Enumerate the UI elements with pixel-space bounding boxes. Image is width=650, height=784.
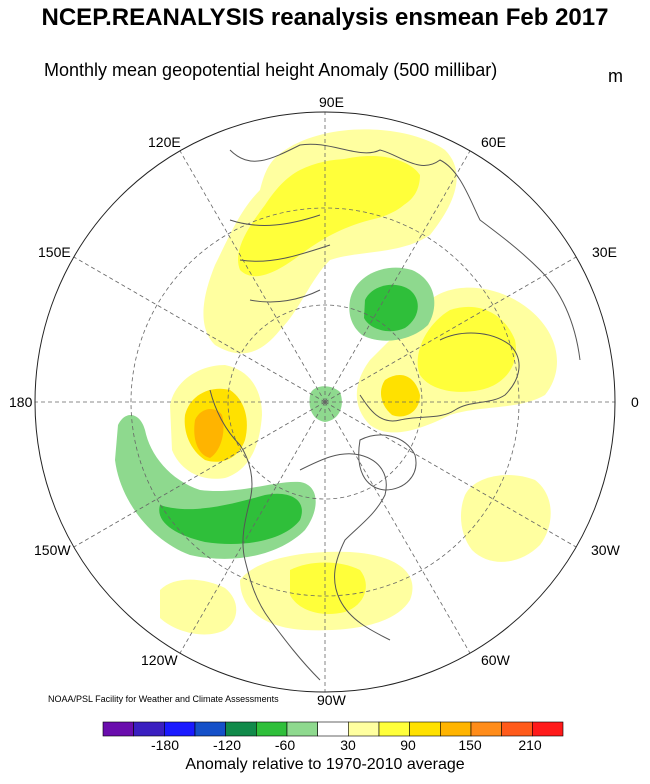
latitude-circle-60 [227, 304, 423, 500]
north-america-coast [209, 389, 391, 681]
anomaly-europe-max [380, 375, 420, 417]
colorbar-swatch [286, 721, 318, 737]
lon-label-30e: 30E [592, 244, 617, 260]
colorbar-tick-label: -60 [275, 737, 295, 753]
map-subtitle: Monthly mean geopotential height Anomaly… [44, 60, 498, 80]
lon-label-90e: 90E [319, 94, 344, 110]
colorbar-label: Anomaly relative to 1970-2010 average [185, 756, 465, 773]
lon-label-30w: 30W [591, 542, 621, 558]
colorbar-swatch [225, 721, 257, 737]
map-title: NCEP.REANALYSIS reanalysis ensmean Feb 2… [41, 4, 609, 31]
colorbar-swatch [133, 721, 165, 737]
eurasia-coast [229, 143, 581, 422]
credit-text: NOAA/PSL Facility for Weather and Climat… [48, 694, 279, 704]
anomaly-mexico-positive [160, 579, 237, 635]
units-label: m [608, 66, 623, 86]
meridians [35, 112, 615, 692]
anomaly-us-core [290, 562, 366, 615]
globe-border [34, 111, 616, 693]
coastlines [209, 143, 581, 681]
colorbar-swatch [256, 721, 288, 737]
lon-label-60e: 60E [481, 134, 506, 150]
lon-label-180: 180 [9, 394, 33, 410]
colorbar-swatch [470, 721, 502, 737]
colorbar-swatch [102, 721, 134, 737]
colorbar-swatch [501, 721, 533, 737]
anomaly-alaska-core [194, 408, 224, 458]
lon-label-90w: 90W [317, 692, 347, 708]
meridian-line [179, 150, 326, 403]
meridian-line [324, 150, 471, 403]
colorbar-tick-label: 90 [400, 737, 416, 753]
colorbar-ticks: -180 -120 -60 30 90 150 210 [151, 737, 542, 753]
colorbar-swatch [348, 721, 380, 737]
lon-label-60w: 60W [481, 652, 511, 668]
meridian-line [324, 401, 471, 654]
lon-label-150w: 150W [34, 542, 71, 558]
anomaly-europe-core [417, 306, 516, 392]
anomaly-barents-core [364, 284, 418, 332]
siberia-inner [229, 214, 331, 303]
latitude-circle-30 [130, 207, 520, 597]
colorbar-tick-label: -120 [213, 737, 241, 753]
colorbar-swatch [194, 721, 226, 737]
colorbar-swatch [440, 721, 472, 737]
lon-label-120w: 120W [141, 652, 178, 668]
colorbar [102, 721, 564, 737]
anomaly-atlantic-positive [460, 475, 551, 562]
longitude-labels: 90E 60E 30E 0 30W 60W 90W 120W 150W 180 … [9, 94, 639, 708]
meridian-line [324, 401, 577, 548]
graticule [35, 112, 615, 692]
colorbar-tick-label: 150 [458, 737, 482, 753]
anomaly-pacific-core [159, 493, 302, 544]
greenland-coast [358, 434, 417, 491]
lon-label-150e: 150E [38, 244, 71, 260]
colorbar-swatch [378, 721, 410, 737]
lon-label-120e: 120E [148, 134, 181, 150]
lon-label-0: 0 [631, 394, 639, 410]
colorbar-swatch [409, 721, 441, 737]
colorbar-tick-label: 30 [340, 737, 356, 753]
meridian-line [73, 401, 326, 548]
anomaly-fields [115, 129, 557, 635]
colorbar-tick-label: 210 [518, 737, 542, 753]
meridian-line [179, 401, 326, 654]
meridian-line [324, 256, 577, 403]
colorbar-swatch [164, 721, 196, 737]
anomaly-north-pole-positive [340, 155, 420, 210]
meridian-line [73, 256, 326, 403]
colorbar-swatch [532, 721, 564, 737]
anomaly-arctic-negative [309, 386, 342, 422]
colorbar-swatch [317, 721, 349, 737]
colorbar-tick-label: -180 [151, 737, 179, 753]
